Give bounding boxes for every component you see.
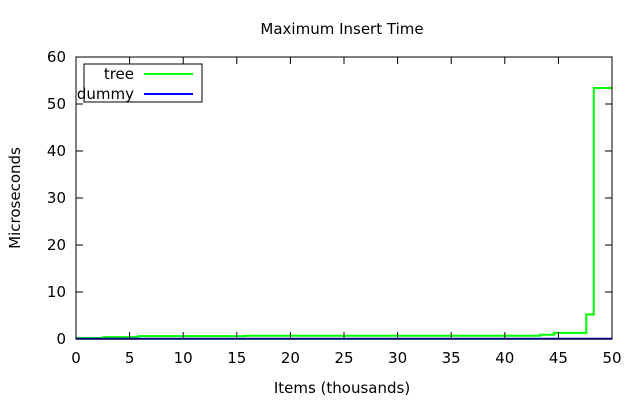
x-tick-label: 5 bbox=[125, 349, 135, 367]
x-tick-label: 15 bbox=[227, 349, 246, 367]
chart-title: Maximum Insert Time bbox=[260, 20, 423, 38]
legend: tree dummy bbox=[77, 63, 203, 103]
x-tick-label: 10 bbox=[174, 349, 193, 367]
y-tick-label: 10 bbox=[47, 283, 66, 301]
x-tick-label: 0 bbox=[71, 349, 81, 367]
x-tick-label: 20 bbox=[281, 349, 300, 367]
x-tick-label: 30 bbox=[388, 349, 407, 367]
axis-layer: 0 5 10 15 20 25 30 35 40 45 50 0 10 20 30 40 50 60 bbox=[47, 48, 622, 367]
x-tick-label: 40 bbox=[495, 349, 514, 367]
y-tick-label: 50 bbox=[47, 95, 66, 113]
legend-label-dummy: dummy bbox=[77, 85, 134, 103]
legend-box bbox=[83, 63, 203, 103]
y-tick-label: 60 bbox=[47, 48, 66, 66]
series-layer bbox=[76, 87, 612, 340]
x-tick-label: 50 bbox=[602, 349, 621, 367]
x-tick-label: 45 bbox=[549, 349, 568, 367]
y-tick-label: 30 bbox=[47, 189, 66, 207]
legend-label-tree: tree bbox=[104, 65, 134, 83]
x-tick-label: 25 bbox=[334, 349, 353, 367]
x-tick-label: 35 bbox=[442, 349, 461, 367]
y-tick-label: 20 bbox=[47, 236, 66, 254]
y-tick-label: 0 bbox=[56, 330, 66, 348]
y-axis-label: Microseconds bbox=[6, 147, 24, 249]
x-axis-label: Items (thousands) bbox=[274, 379, 410, 397]
series-line-tree bbox=[76, 87, 612, 340]
y-tick-label: 40 bbox=[47, 142, 66, 160]
